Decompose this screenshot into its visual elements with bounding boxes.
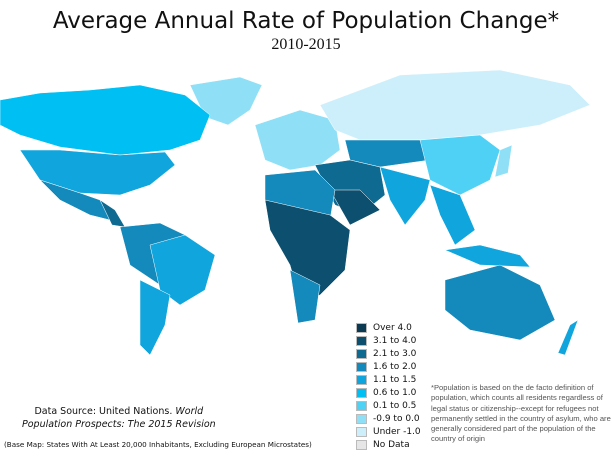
legend-swatch [356,427,367,437]
legend-swatch [356,349,367,359]
legend-label: Under -1.0 [373,427,421,437]
legend-item: Under -1.0 [356,426,421,438]
region-japan [494,144,513,178]
legend-label: 3.1 to 4.0 [373,336,417,346]
region-canada [0,84,211,156]
legend-swatch [356,362,367,372]
legend-label: 0.6 to 1.0 [373,388,417,398]
legend-item: 1.1 to 1.5 [356,374,421,386]
legend-label: -0.9 to 0.0 [373,414,420,424]
legend-label: 1.6 to 2.0 [373,362,417,372]
source-title-part1: World [175,406,204,417]
legend-label: 0.1 to 0.5 [373,401,417,411]
legend-item: -0.9 to 0.0 [356,413,421,425]
region-south-america-south [139,279,171,355]
base-map-note: (Base Map: States With At Least 20,000 I… [4,440,312,449]
legend-item: 0.1 to 0.5 [356,400,421,412]
region-southeast-asia [429,184,476,246]
footnote: *Population is based on the de facto def… [431,383,611,444]
region-europe [254,109,341,171]
data-source: Data Source: United Nations. World Popul… [22,405,216,431]
legend-item: No Data [356,439,421,451]
legend-label: Over 4.0 [373,323,412,333]
region-usa [19,149,176,196]
legend-swatch [356,414,367,424]
region-india [379,166,431,226]
legend-swatch [356,440,367,450]
region-sub-saharan-africa [264,199,351,301]
legend-label: 2.1 to 3.0 [373,349,417,359]
legend-item: 0.6 to 1.0 [356,387,421,399]
map-subtitle: 2010-2015 [271,36,341,53]
legend-swatch [356,323,367,333]
legend: Over 4.0 3.1 to 4.0 2.1 to 3.0 1.6 to 2.… [356,322,421,452]
legend-swatch [356,336,367,346]
map-title: Average Annual Rate of Population Change… [52,8,560,34]
source-prefix: Data Source: United Nations. [34,406,173,417]
world-map [0,69,591,355]
legend-swatch [356,388,367,398]
legend-swatch [356,375,367,385]
legend-swatch [356,401,367,411]
legend-item: Over 4.0 [356,322,421,334]
region-southern-africa [289,269,321,324]
legend-item: 2.1 to 3.0 [356,348,421,360]
region-central-asia [344,139,431,168]
region-australia [444,264,556,341]
region-arabia [329,189,381,226]
legend-item: 3.1 to 4.0 [356,335,421,347]
legend-label: No Data [373,440,410,450]
region-indonesia [444,244,531,268]
legend-label: 1.1 to 1.5 [373,375,417,385]
region-russia [319,69,591,141]
legend-item: 1.6 to 2.0 [356,361,421,373]
source-title-part2: Population Prospects: The 2015 Revision [22,419,216,430]
region-new-zealand [557,319,579,355]
